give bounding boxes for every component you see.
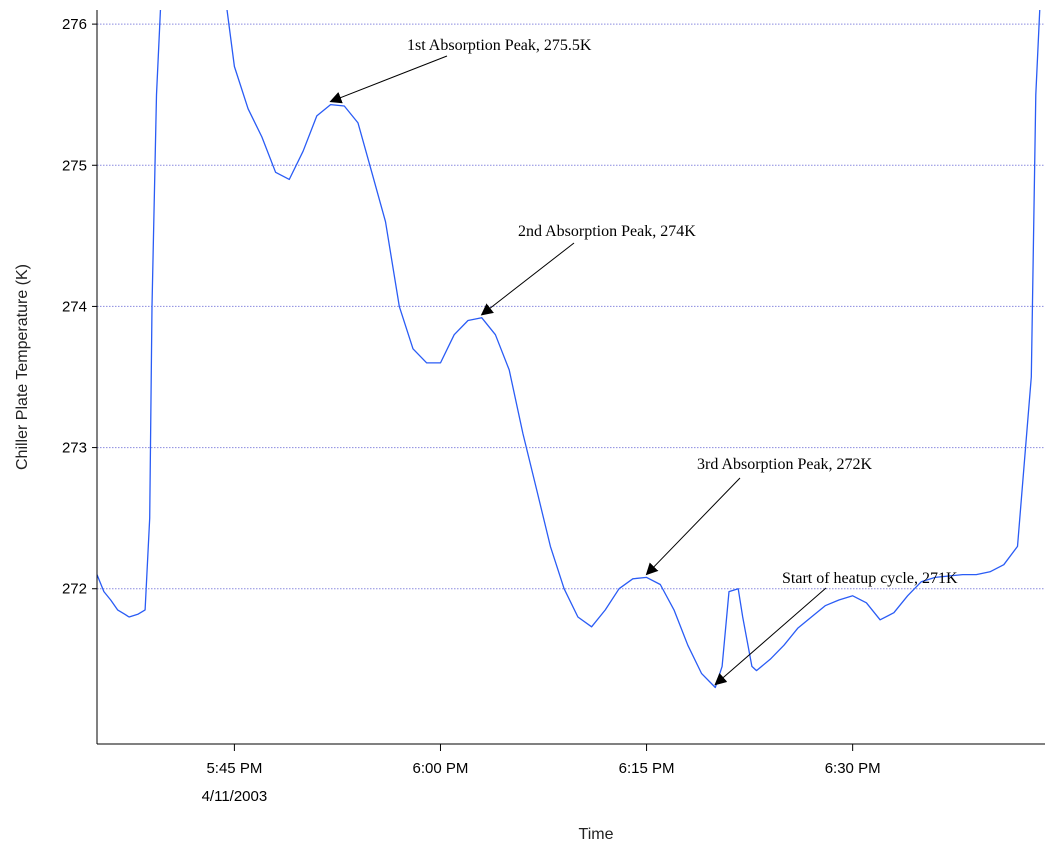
annotation-arrow xyxy=(329,55,448,104)
x-tick-sublabel: 4/11/2003 xyxy=(202,788,268,805)
annotation-arrow xyxy=(714,587,827,686)
annotation-label: Start of heatup cycle, 271K xyxy=(782,570,958,587)
annotation-label: 2nd Absorption Peak, 274K xyxy=(518,223,696,240)
x-tick-label: 6:15 PM xyxy=(619,760,675,777)
x-tick-label: 6:30 PM xyxy=(825,760,881,777)
annotations: 1st Absorption Peak, 275.5K 2nd Absorptio… xyxy=(329,37,958,686)
annotation-arrow xyxy=(480,242,575,316)
y-tick-label: 274 xyxy=(62,298,87,315)
y-tick-label: 275 xyxy=(62,157,87,174)
grid-lines xyxy=(97,23,1045,590)
annotation-label: 1st Absorption Peak, 275.5K xyxy=(407,37,592,54)
y-tick-label: 272 xyxy=(62,581,87,598)
y-tick-label: 273 xyxy=(62,440,87,457)
series-line xyxy=(97,10,1041,689)
x-axis-label: Time xyxy=(579,826,614,843)
x-tick-label: 5:45 PM xyxy=(206,760,262,777)
y-tick-label: 276 xyxy=(62,16,87,33)
y-axis-label: Chiller Plate Temperature (K) xyxy=(14,264,31,470)
x-tick-label: 6:00 PM xyxy=(413,760,469,777)
axes xyxy=(96,10,1045,745)
tick-labels: 272 273 274 275 276 5:45 PM 4/11/2003 6:00 PM 6:… xyxy=(62,16,881,805)
series-group xyxy=(97,10,1041,689)
annotation-arrow xyxy=(645,477,741,576)
annotation-label: 3rd Absorption Peak, 272K xyxy=(697,456,873,473)
